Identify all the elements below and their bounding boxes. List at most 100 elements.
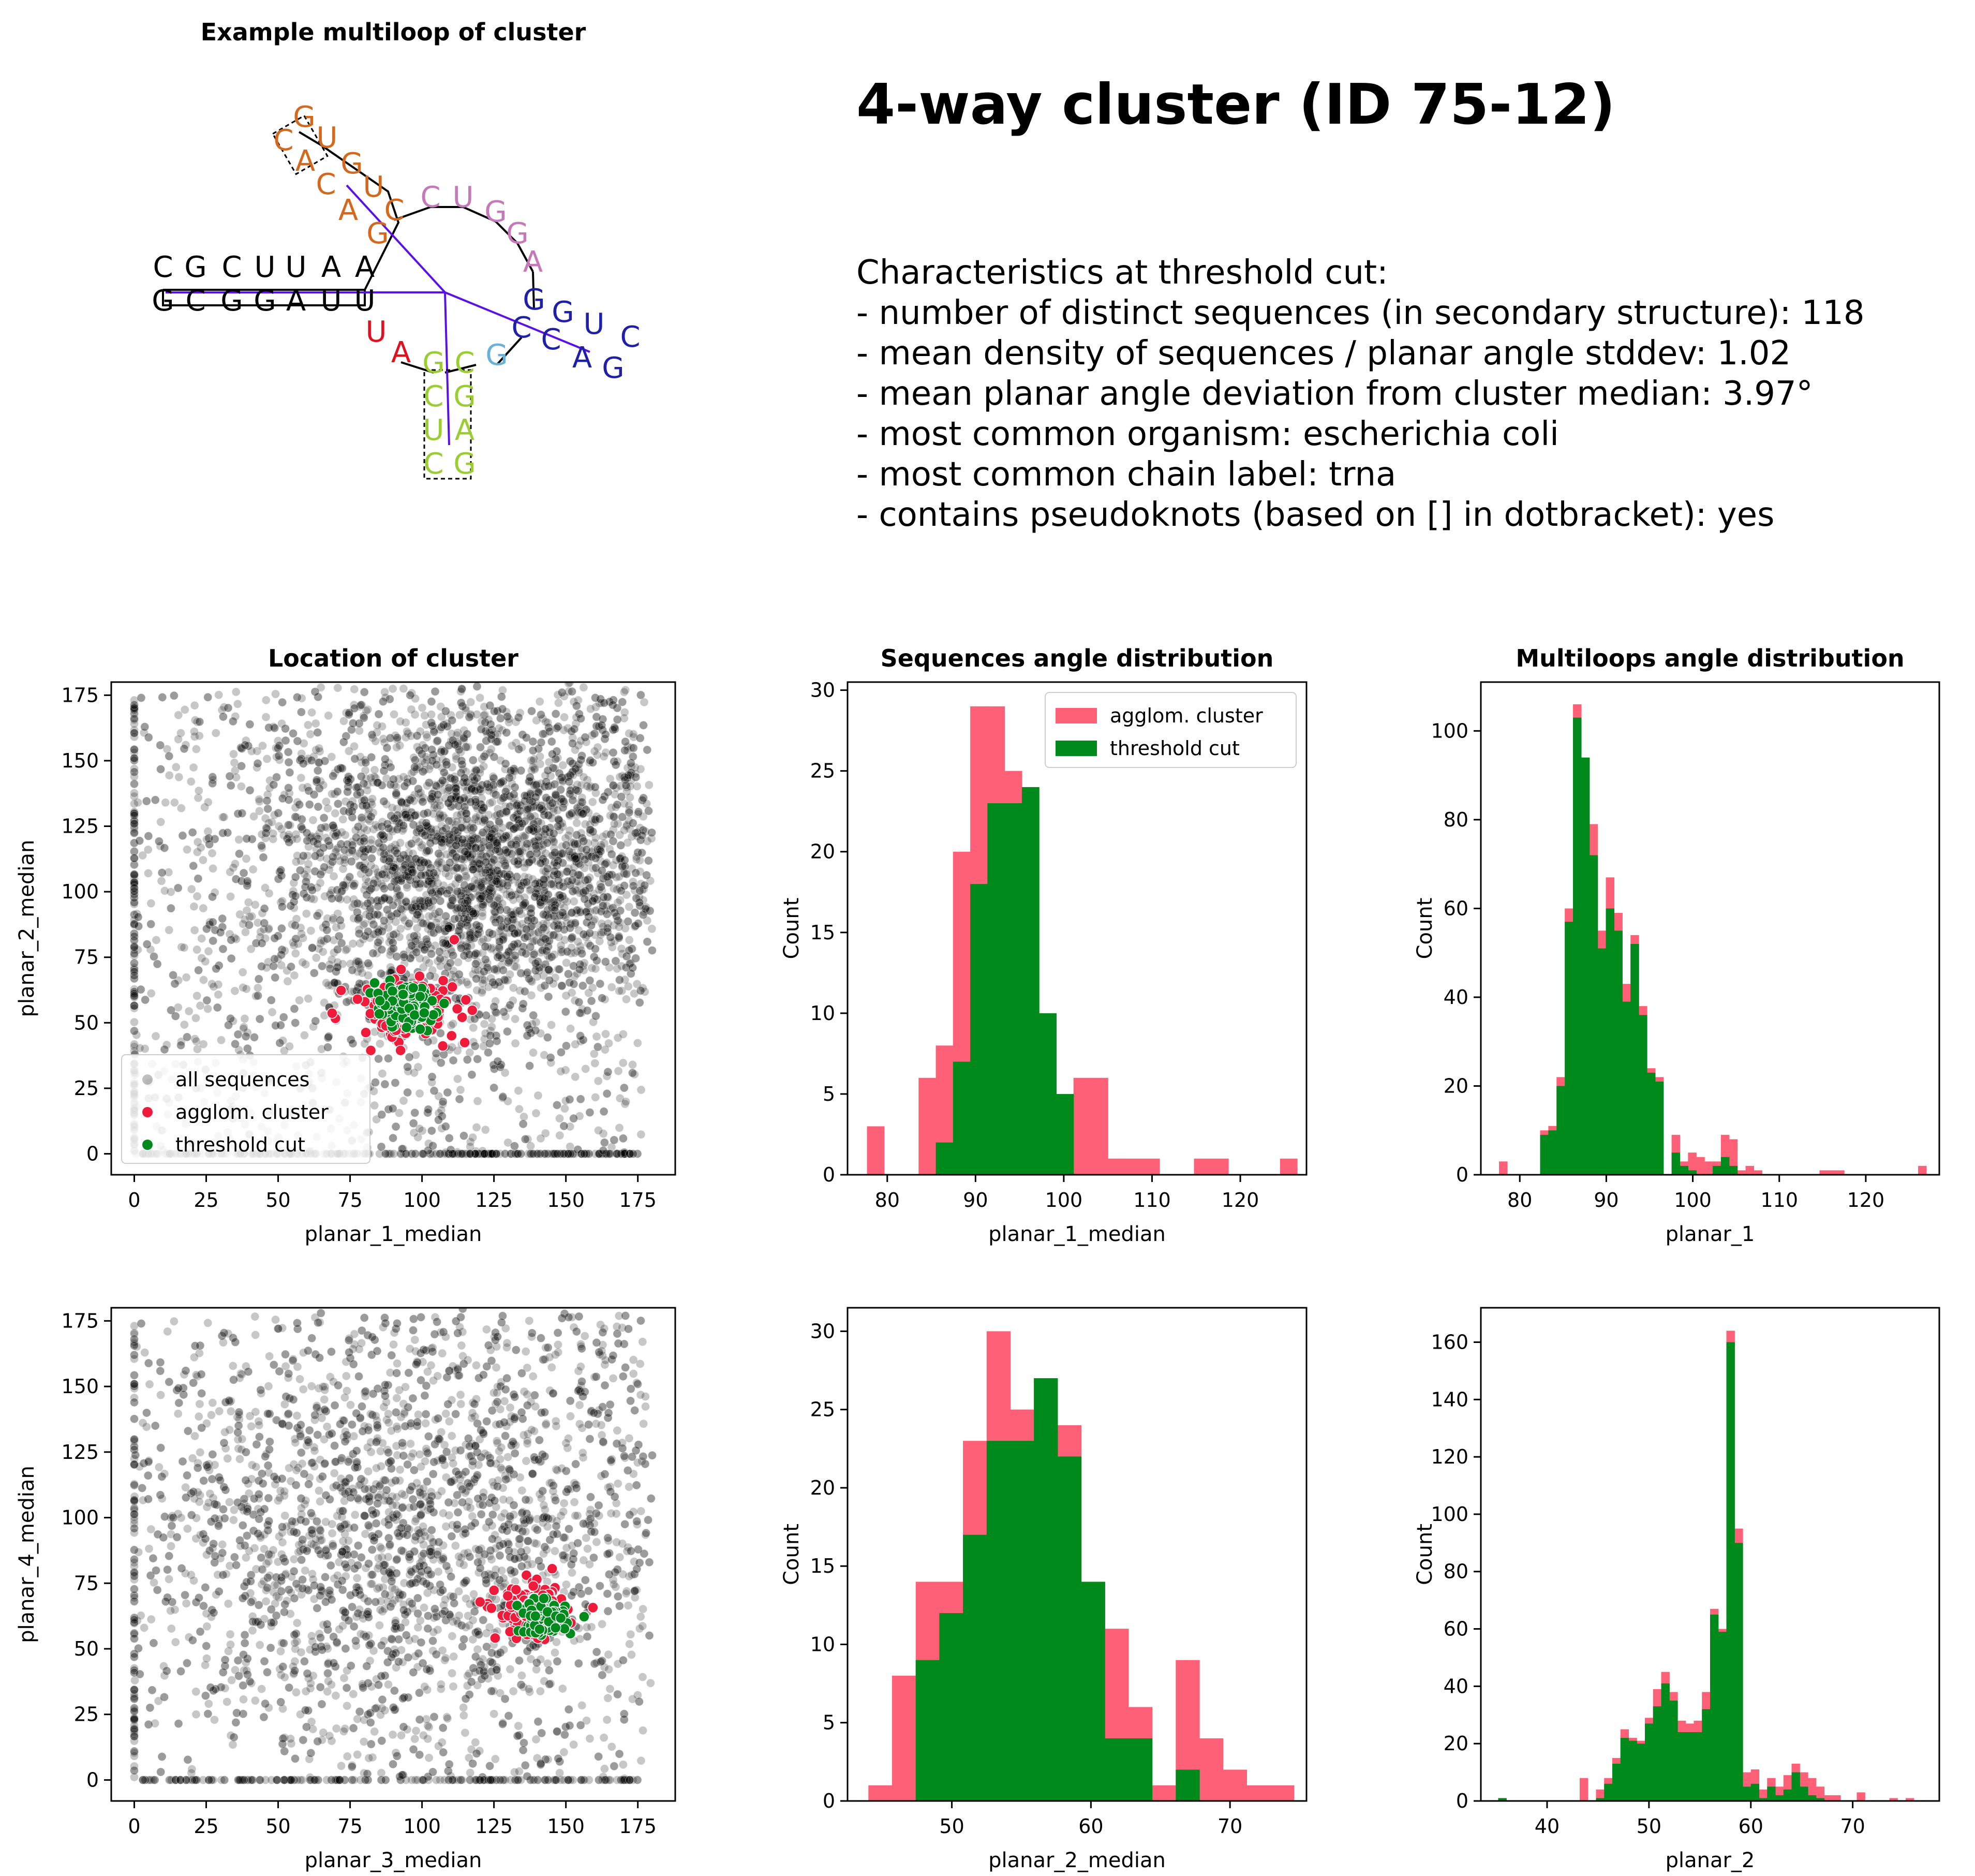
point [356,828,365,837]
point [394,891,403,900]
point [430,780,440,790]
point [180,1020,189,1029]
point [371,773,380,782]
point [432,868,441,877]
point [592,1032,601,1041]
point [194,786,203,795]
point [230,758,239,767]
point [525,825,534,835]
point [480,897,489,907]
point [292,834,302,844]
point [498,884,508,894]
point [129,729,139,738]
point [364,971,373,980]
point [208,918,217,927]
point [285,1042,294,1051]
point [129,1017,139,1027]
point [470,781,479,790]
point [129,854,139,863]
point [362,801,371,810]
point [476,743,485,752]
point [580,1149,589,1158]
point [129,870,139,879]
point [253,763,262,772]
point [587,921,596,930]
point [470,833,479,843]
point [499,833,508,843]
point [504,844,514,853]
point [189,861,198,870]
point [390,864,399,874]
point [129,910,139,919]
point [296,856,306,865]
point [272,773,281,782]
point [304,994,313,1003]
point [134,922,143,931]
point [390,846,399,855]
point [636,690,645,700]
point [573,803,582,812]
point [479,877,488,887]
point [585,828,595,837]
point [457,760,467,769]
point [354,929,364,938]
point [300,1031,309,1040]
point [348,939,358,948]
point [586,907,595,916]
point [567,988,576,997]
point [152,936,161,945]
point [519,858,529,867]
point [590,1058,600,1068]
point [489,1149,499,1158]
point [563,723,573,733]
point [374,1054,383,1063]
point [140,722,150,731]
point [191,1013,200,1023]
point [316,939,325,948]
point [415,1089,424,1098]
point [450,793,459,802]
point [457,807,466,817]
point [203,1004,213,1013]
point [349,700,359,710]
point [189,727,199,736]
point [391,1078,400,1087]
point [353,967,362,977]
point [560,1104,569,1113]
point [479,897,488,906]
point [639,720,648,730]
point [612,1149,621,1158]
point [615,1094,625,1103]
point [598,832,607,841]
point [184,1007,194,1016]
point [465,883,474,892]
point [444,830,454,839]
point [302,893,311,902]
point [161,798,170,807]
point [467,787,476,796]
point [174,773,184,782]
point [311,953,321,963]
point [255,1014,264,1024]
point [348,847,357,856]
point [591,702,600,712]
point [565,811,574,821]
point [441,706,450,716]
point [343,787,352,796]
point [549,881,558,890]
point [418,703,427,713]
point [129,985,139,994]
point [488,978,497,987]
point [173,883,183,893]
point [406,855,415,864]
point [591,1011,601,1021]
point [176,804,186,813]
point [617,863,627,872]
point [433,790,442,800]
point [370,1101,379,1110]
point [189,763,198,772]
point [409,900,419,910]
point [553,753,562,762]
point [404,848,413,858]
point [509,798,518,807]
